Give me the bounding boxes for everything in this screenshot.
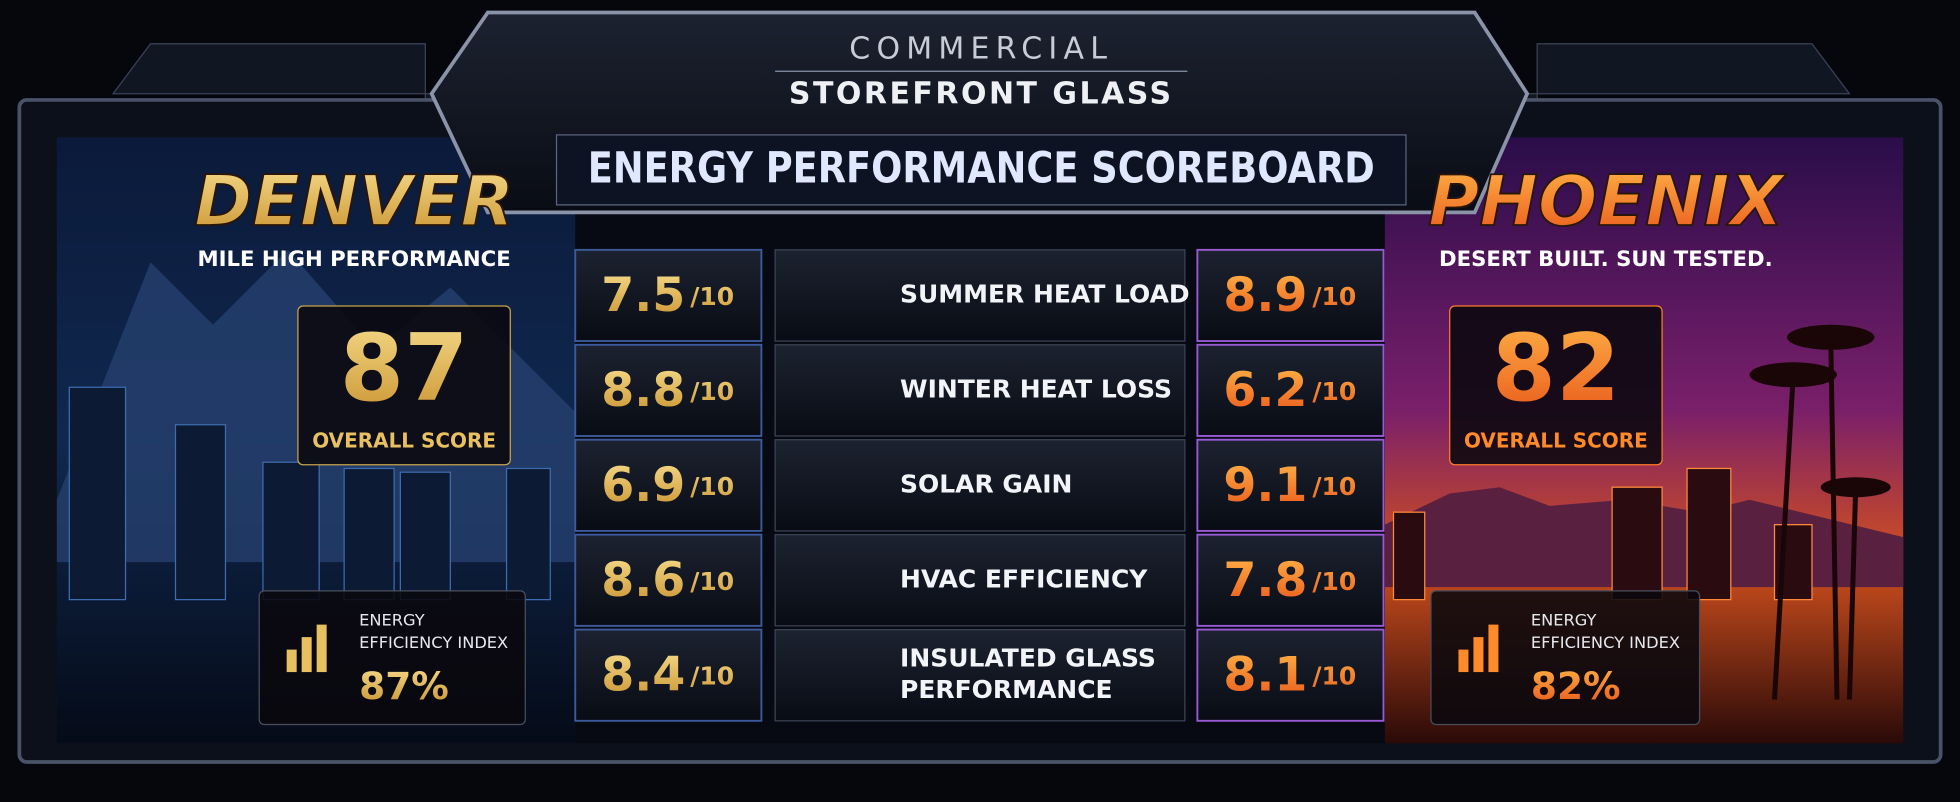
score: 9.1/10 xyxy=(1223,458,1356,513)
metric-label: SUMMER HEAT LOAD xyxy=(900,279,1190,308)
score: 8.8/10 xyxy=(601,363,734,418)
score: 8.9/10 xyxy=(1223,268,1356,323)
metric-label: HVAC EFFICIENCY xyxy=(900,564,1148,593)
score-scale: /10 xyxy=(1312,662,1356,691)
overall-box xyxy=(1449,305,1663,466)
score-value: 7.8 xyxy=(1223,553,1307,608)
efficiency-value: 87% xyxy=(359,664,449,708)
efficiency-label: EFFICIENCY INDEX xyxy=(359,633,508,652)
subtitle-box xyxy=(555,134,1407,206)
score-value: 6.9 xyxy=(601,458,685,513)
efficiency-label: EFFICIENCY INDEX xyxy=(1531,633,1680,652)
efficiency-box xyxy=(258,590,526,726)
metric-box xyxy=(774,534,1186,627)
team-name: PHOENIX xyxy=(1428,161,1787,242)
palm-trees xyxy=(1772,337,1859,700)
score-box xyxy=(574,343,763,437)
score-box xyxy=(574,628,763,722)
score: 8.1/10 xyxy=(1223,648,1356,703)
score: 8.4/10 xyxy=(601,648,734,703)
metric-box xyxy=(774,628,1186,722)
score-box xyxy=(1196,438,1385,532)
overall-score: 82 xyxy=(1492,314,1621,422)
bar-icon xyxy=(316,624,327,673)
score-value: 8.8 xyxy=(601,363,685,418)
score-value: 8.4 xyxy=(601,648,685,703)
metric-label: INSULATED GLASS xyxy=(900,644,1156,673)
score-value: 9.1 xyxy=(1223,458,1307,513)
metric-label: SOLAR GAIN xyxy=(900,469,1072,498)
score: 7.8/10 xyxy=(1223,553,1356,608)
score-value: 6.2 xyxy=(1223,363,1307,418)
score-scale: /10 xyxy=(1312,282,1356,311)
team-tagline: DESERT BUILT. SUN TESTED. xyxy=(1439,247,1773,272)
score-scale: /10 xyxy=(690,377,734,406)
bar-icon xyxy=(286,649,297,673)
score: 7.5/10 xyxy=(601,268,734,323)
bar-icon xyxy=(301,637,312,673)
score: 8.6/10 xyxy=(601,553,734,608)
score-value: 7.5 xyxy=(601,268,685,323)
overall-score: 87 xyxy=(340,314,469,422)
score-value: 8.9 xyxy=(1223,268,1307,323)
header-eyebrow: COMMERCIAL xyxy=(849,31,1113,66)
score-scale: /10 xyxy=(690,472,734,501)
score-box xyxy=(574,533,763,627)
overall-label: OVERALL SCORE xyxy=(1464,429,1648,453)
bar-icon xyxy=(1488,624,1499,673)
overall-box xyxy=(297,305,511,466)
efficiency-box xyxy=(1430,590,1701,726)
team-name: DENVER xyxy=(194,161,514,242)
bar-icon xyxy=(1458,649,1469,673)
overall-label: OVERALL SCORE xyxy=(312,429,496,453)
header-title: STOREFRONT GLASS xyxy=(789,76,1174,111)
denver-skyline xyxy=(68,386,551,601)
efficiency-label: ENERGY xyxy=(1531,610,1597,629)
score-box xyxy=(574,438,763,532)
score-scale: /10 xyxy=(1312,567,1356,596)
score: 6.9/10 xyxy=(601,458,734,513)
metric-box xyxy=(774,439,1186,532)
score-scale: /10 xyxy=(690,662,734,691)
metric-box xyxy=(774,344,1186,437)
score-value: 8.1 xyxy=(1223,648,1307,703)
metric-box xyxy=(774,249,1186,342)
palm-leaves xyxy=(1749,324,1891,498)
metric-label: WINTER HEAT LOSS xyxy=(900,374,1172,403)
score-scale: /10 xyxy=(1312,377,1356,406)
phoenix-skyline xyxy=(1392,467,1813,601)
team-tagline: MILE HIGH PERFORMANCE xyxy=(198,247,511,272)
score-value: 8.6 xyxy=(601,553,685,608)
efficiency-label: ENERGY xyxy=(359,610,425,629)
score-box xyxy=(1196,628,1385,722)
header-subtitle: ENERGY PERFORMANCE SCOREBOARD xyxy=(588,145,1375,194)
score-scale: /10 xyxy=(690,282,734,311)
bar-icon xyxy=(1473,637,1484,673)
score-box xyxy=(574,248,763,342)
metric-label: PERFORMANCE xyxy=(900,675,1113,704)
efficiency-value: 82% xyxy=(1531,664,1621,708)
score-box xyxy=(1196,533,1385,627)
score-box xyxy=(1196,248,1385,342)
score-scale: /10 xyxy=(1312,472,1356,501)
score: 6.2/10 xyxy=(1223,363,1356,418)
score-scale: /10 xyxy=(690,567,734,596)
score-box xyxy=(1196,343,1385,437)
